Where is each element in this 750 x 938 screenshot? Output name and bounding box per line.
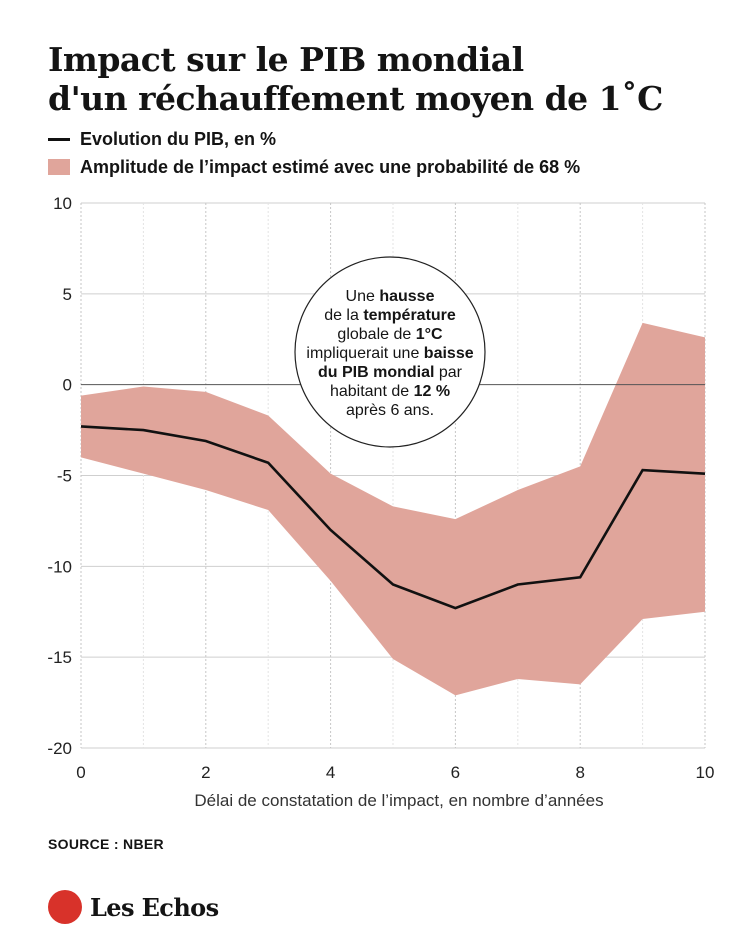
annotation-text-line: globale de 1°C [337,326,443,343]
legend-band-label: Amplitude de l’impact estimé avec une pr… [80,156,581,177]
annotation-text-line: de la température [324,307,456,324]
annotation-text-segment: impliquerait une [306,345,423,362]
annotation-text-segment: après 6 ans. [346,402,434,419]
x-tick-label: 2 [201,763,210,782]
annotation-text-line: du PIB mondial par [318,364,463,381]
annotation-text-segment: 12 % [414,383,450,400]
legend-line-swatch [48,137,70,141]
title-line-2: d'un réchauffement moyen de 1˚C [48,79,663,118]
annotation-circle [294,256,486,448]
annotation: Une hausse de la température globale de 1°… [294,256,486,448]
x-tick-label: 10 [696,763,715,782]
x-tick-label: 4 [326,763,335,782]
chart-title: Impact sur le PIB mondial d'un réchauffe… [48,40,728,118]
brand-logo: Les Echos [48,890,219,924]
y-tick-label: -10 [47,557,72,576]
annotation-text-segment: de la [324,307,363,324]
y-tick-label: 10 [53,194,72,213]
annotation-text-segment: hausse [379,288,434,305]
y-tick-label: -20 [47,739,72,758]
annotation-text-segment: globale de [337,326,415,343]
source-note: SOURCE : NBER [48,836,164,852]
legend-band-swatch [48,159,70,175]
x-axis-title: Délai de constatation de l’impact, en no… [194,791,603,810]
y-tick-label: 0 [63,376,72,395]
confidence-band-area [81,322,705,696]
legend: Evolution du PIB, en % Amplitude de l’im… [48,126,580,180]
les-echos-logo-icon [48,890,82,924]
annotation-text-segment: 1°C [416,326,443,343]
annotation-text-line: après 6 ans. [346,402,434,419]
x-tick-label: 6 [451,763,460,782]
y-tick-label: -15 [47,648,72,667]
annotation-text-segment: baisse [424,345,474,362]
legend-line-label: Evolution du PIB, en % [80,128,277,149]
annotation-text-segment: habitant de [330,383,414,400]
legend-item-band: Amplitude de l’impact estimé avec une pr… [48,154,580,180]
annotation-text-segment: du PIB mondial [318,364,434,381]
x-tick-label: 8 [575,763,584,782]
annotation-text-line: impliquerait une baisse [306,345,473,362]
y-tick-label: -5 [57,467,72,486]
annotation-text-line: habitant de 12 % [330,383,450,400]
annotation-text-segment: température [363,307,456,324]
gdp-line [80,425,706,610]
confidence-band [81,322,705,696]
x-tick-label: 0 [76,763,85,782]
annotation-text-segment: par [434,364,462,381]
y-tick-label: 5 [63,285,72,304]
legend-item-line: Evolution du PIB, en % [48,126,580,152]
title-line-1: Impact sur le PIB mondial [48,40,524,79]
brand-name: Les Echos [90,892,219,922]
annotation-text-segment: Une [346,288,380,305]
annotation-text-line: Une hausse [346,288,435,305]
